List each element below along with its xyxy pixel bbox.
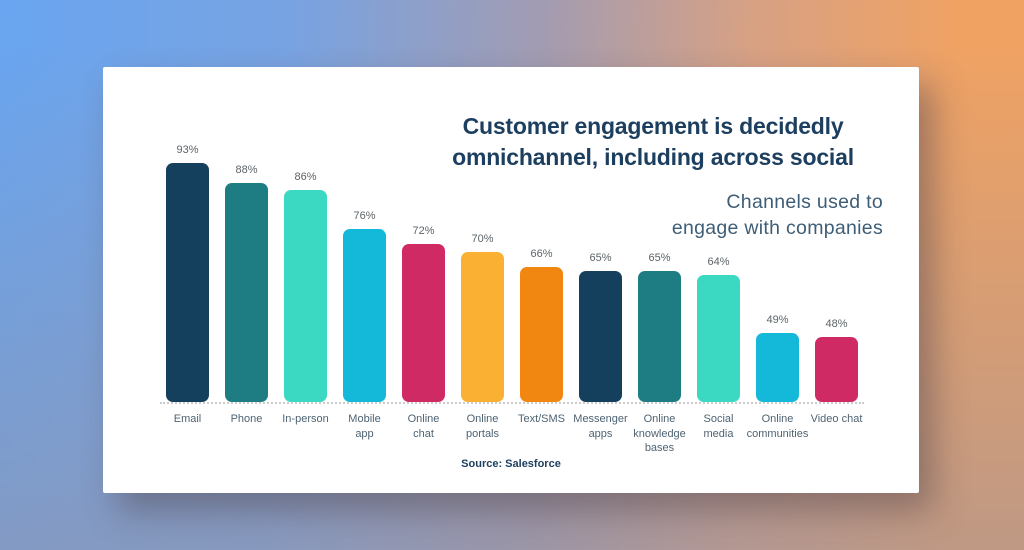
chart-subtitle: Channels used to engage with companies	[671, 191, 883, 239]
bar-column: 70% Online portals	[461, 233, 504, 440]
bar	[815, 337, 858, 402]
bar-column: 88% Phone	[225, 164, 268, 425]
bar-category-label: Online portals	[465, 413, 500, 440]
bar	[402, 244, 445, 402]
bar-value-label: 66%	[530, 248, 553, 260]
bar-value-label: 72%	[412, 225, 435, 237]
bar-category-label: Social media	[703, 413, 734, 440]
bar	[697, 275, 740, 402]
bar-value-label: 93%	[176, 144, 199, 156]
bar-category-label: Online knowledge bases	[633, 413, 686, 454]
bar	[225, 183, 268, 402]
bar	[638, 271, 681, 402]
bar	[579, 271, 622, 402]
bar	[166, 163, 209, 402]
bar-category-label: Email	[173, 413, 202, 425]
bar-category-label: Phone	[230, 413, 263, 425]
source-label: Source: Salesforce	[461, 458, 561, 470]
bar-column: 66% Text/SMS	[518, 248, 565, 425]
bar-value-label: 49%	[766, 314, 789, 326]
bar-category-label: In-person	[282, 413, 329, 425]
bar-category-label: Mobile app	[348, 413, 381, 440]
bar-value-label: 86%	[294, 171, 317, 183]
bar	[461, 252, 504, 402]
bar-value-label: 88%	[235, 164, 258, 176]
bar-chart-plot-area: 93% Email 88% Phone 86% In-person 76% Mo…	[160, 144, 864, 454]
bar-column: 64% Social media	[697, 256, 740, 440]
bar-value-label: 65%	[589, 252, 612, 264]
bar	[343, 229, 386, 402]
bar-column: 76% Mobile app	[343, 210, 386, 440]
bar-value-label: 65%	[648, 252, 671, 264]
bar-column: 65% Online knowledge bases	[633, 252, 686, 454]
bar-column: 48% Video chat	[811, 318, 863, 425]
bar-category-label: Online communities	[746, 413, 809, 440]
bar-category-label: Online chat	[407, 413, 440, 440]
chart-card: Customer engagement is decidedly omnicha…	[103, 67, 919, 493]
bar-column: 65% Messenger apps	[573, 252, 627, 440]
bar-column: 72% Online chat	[402, 225, 445, 440]
chart-title: Customer engagement is decidedly omnicha…	[452, 113, 854, 170]
bar-column: 49% Online communities	[747, 314, 809, 440]
bar	[520, 267, 563, 402]
bar	[284, 190, 327, 402]
bar-category-label: Video chat	[810, 413, 863, 425]
bar-value-label: 76%	[353, 210, 376, 222]
bar-value-label: 70%	[471, 233, 494, 245]
bar-value-label: 64%	[707, 256, 730, 268]
bar-category-label: Text/SMS	[517, 413, 566, 425]
bar-column: 93% Email	[166, 144, 209, 425]
bar	[756, 333, 799, 402]
bar-value-label: 48%	[825, 318, 848, 330]
bar-category-label: Messenger apps	[573, 413, 628, 440]
bar-column: 86% In-person	[282, 171, 328, 425]
